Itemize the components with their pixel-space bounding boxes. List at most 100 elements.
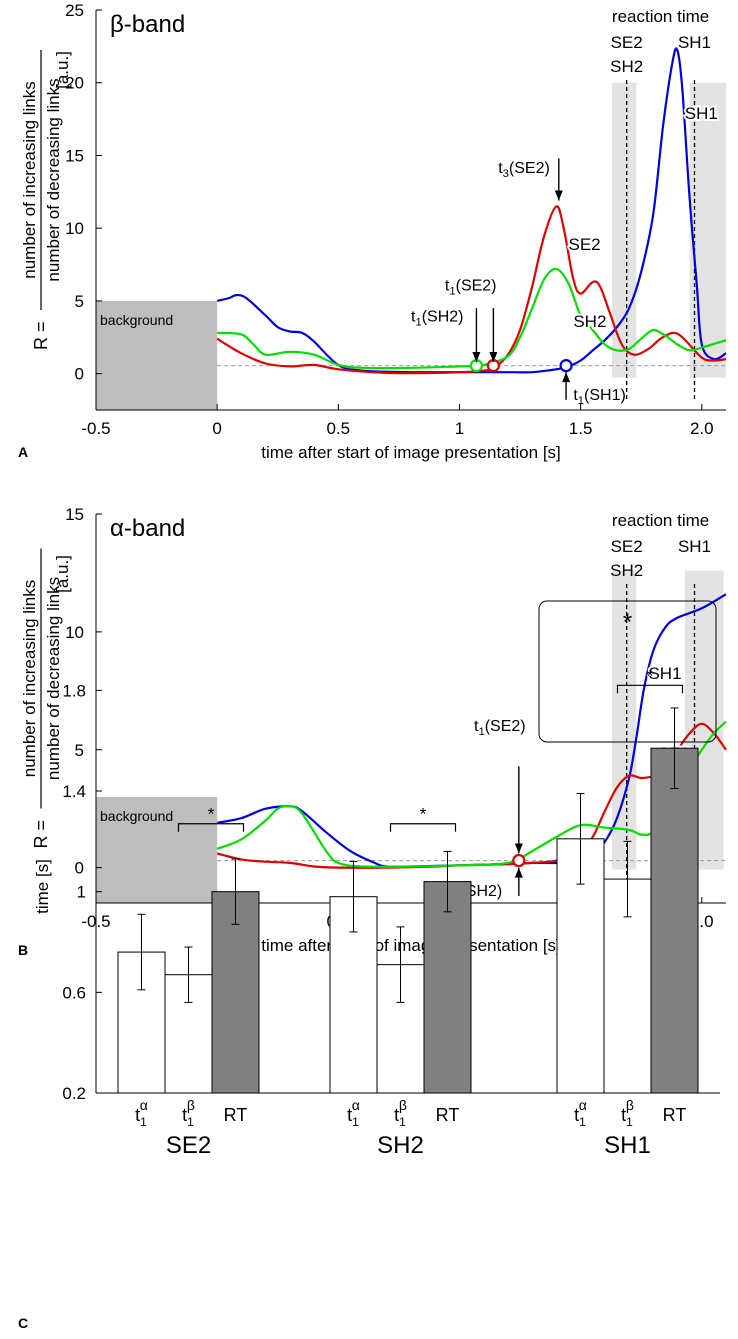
panel-a-ylabel-prefix: R = [31,321,51,350]
panel-c-ytick-label: 0.6 [62,983,86,1002]
panel-b-ylabel: R = number of increasing links number of d… [20,548,63,849]
panel-c-bar-label-main: t [135,1105,140,1125]
panel-a-xtick-label: 2.0 [690,419,714,438]
panel-a-series-sh2 [217,267,727,370]
panel-a-annotation-label: t1(SH1) [573,387,625,407]
panel-c-bar-label: RT [436,1105,460,1125]
panel-c-bar-label: RT [224,1105,248,1125]
panel-c-bar-label-main: t [182,1105,187,1125]
panel-a-xtick-label: 1.5 [569,419,593,438]
panel-b-annotation-label-rest: (SE2) [485,718,526,735]
panel-c-bar-label-sub: 1 [626,1115,633,1129]
panel-a-ytick-label: 15 [65,146,84,165]
panel-b-rt-label: SE2 [611,537,643,556]
panel-b-annotation-label-main: t [474,718,479,735]
panel-b-background-box [96,796,218,903]
panel-c-significance-bracket [616,684,684,694]
panel-c-bar-sh2-2 [423,881,472,1094]
panel-a-ylabel-denominator: number of decreasing links [44,78,63,281]
panel-c-bar-label-sup: α [352,1097,360,1113]
panel-a-rt-label: SH1 [678,33,711,52]
panel-a-curve-label: SE2 [569,235,601,254]
panel-c-bar-label: t1 β [621,1097,634,1129]
panel-b-title: α-band [110,515,185,542]
panel-c-ytick-label: 1.4 [62,782,86,801]
panel-c-bar-label-main: RT [663,1105,687,1125]
panel-a-annotation-label-sub: 3 [503,168,509,180]
panel-c-ylabel-text: time [s] [33,859,52,914]
panel-c-bar-label-sup: α [579,1097,587,1113]
panel-b-yunit-text: [a.u.] [53,555,72,593]
panel-a-annotation-label: t3(SE2) [498,160,550,180]
panel-a-annotation-label-sub: 1 [449,286,455,298]
panel-a-rt-label: SE2 [611,33,643,52]
panel-b-series-se2 [216,722,727,869]
panel-b-ytick-label: 0 [75,859,84,878]
panel-a-ytick-label: 5 [75,292,84,311]
panel-b-ytick-label: 10 [65,623,84,642]
panel-a-xtick-label: -0.5 [81,419,110,438]
panel-c-ytick-label: 1 [77,883,86,902]
panel-b-annotation-arrow-head [514,843,523,854]
panel-c-significance-star: * [420,805,427,824]
panel-a-curve-label: SH2 [573,312,606,331]
panel-c-bar-label: RT [663,1105,687,1125]
panel-c-significance-bracket [389,823,457,832]
panel-a-series-se2 [216,205,727,375]
panel-c-panel-label: C [18,1315,28,1331]
panel-a-ytick-label: 0 [75,365,84,384]
panel-b-curve-label: SH1 [648,664,681,683]
panel-a-annotation-label-sub: 1 [415,316,421,328]
panel-a-annotation-arrow-head [562,372,571,383]
panel-a-annotation-label-rest: (SE2) [509,160,550,177]
panel-a-annotation-arrow-head [554,190,563,201]
panel-a-annotation-label-main: t [445,278,450,295]
panel-a-curve-label: SH1 [685,104,718,123]
panel-b-rt-header: reaction time [612,511,709,530]
panel-c-bar-label: t1 α [135,1097,148,1129]
panel-c-group-label: SH1 [604,1132,651,1159]
panel-b-panel-label: B [18,942,28,958]
panel-a-rt-shade-1 [689,82,726,378]
panel-a-annotation-label-rest: (SE2) [456,278,497,295]
panel-a-rt-label: SH2 [610,57,643,76]
panel-a-annotation-arrow-head [472,352,481,362]
panel-c-bar-label-sup: β [399,1097,407,1113]
panel-b-series-sh2 [216,720,727,868]
panel-c-bar-label-main: t [621,1105,626,1125]
panel-c-significance-star: * [208,805,215,824]
panel-c-bar-label-sub: 1 [352,1115,359,1129]
panel-c-bar-label-sub: 1 [399,1115,406,1129]
panel-c-bar-label-sup: α [140,1097,148,1113]
panel-a-xtick-label: 0 [212,419,221,438]
panel-b-ytick-label: 5 [75,741,84,760]
panel-c-bar-se2-2 [211,891,260,1094]
panel-b-ylabel-prefix: R = [31,820,51,849]
panel-a-rt-header: reaction time [612,7,709,26]
panel-a-annotation-label-main: t [498,160,503,177]
panel-c-bar-label-sup: β [626,1097,634,1113]
panel-b-background-label: background [100,808,173,824]
panel-c-significance-bracket [177,823,245,832]
panel-b-ylabel-denominator: number of decreasing links [44,577,63,780]
panel-c-bar-label: t1 α [574,1097,587,1129]
panel-c-bar-label-main: RT [224,1105,248,1125]
panel-b-series-sh1 [217,593,727,868]
panel-a-panel-label: A [18,444,28,460]
panel-c-group-label: SE2 [166,1132,211,1159]
panel-c-significance-star: * [647,666,654,685]
panel-a-annotation-label-rest: (SH2) [422,308,464,325]
panel-a-annotation-arrow-head [489,352,498,362]
panel-b-annotation-label-sub: 1 [478,726,484,738]
panel-a-annotation-label-sub: 1 [578,395,584,407]
panel-a-annotation-label-main: t [573,387,578,404]
panel-c-bar-label-sub: 1 [140,1115,147,1129]
panel-a-yunit-text: [a.u.] [53,51,72,89]
panel-a-annotation-label: t1(SE2) [445,278,497,298]
panel-a-yunit: [a.u.] [53,51,72,89]
panel-b-ytick-label: 15 [65,505,84,524]
panel-a-ylabel-numerator: number of increasing links [20,81,39,278]
panel-c-ytick-label: 1.8 [62,681,86,700]
panel-a-xtick-label: 0.5 [326,419,350,438]
